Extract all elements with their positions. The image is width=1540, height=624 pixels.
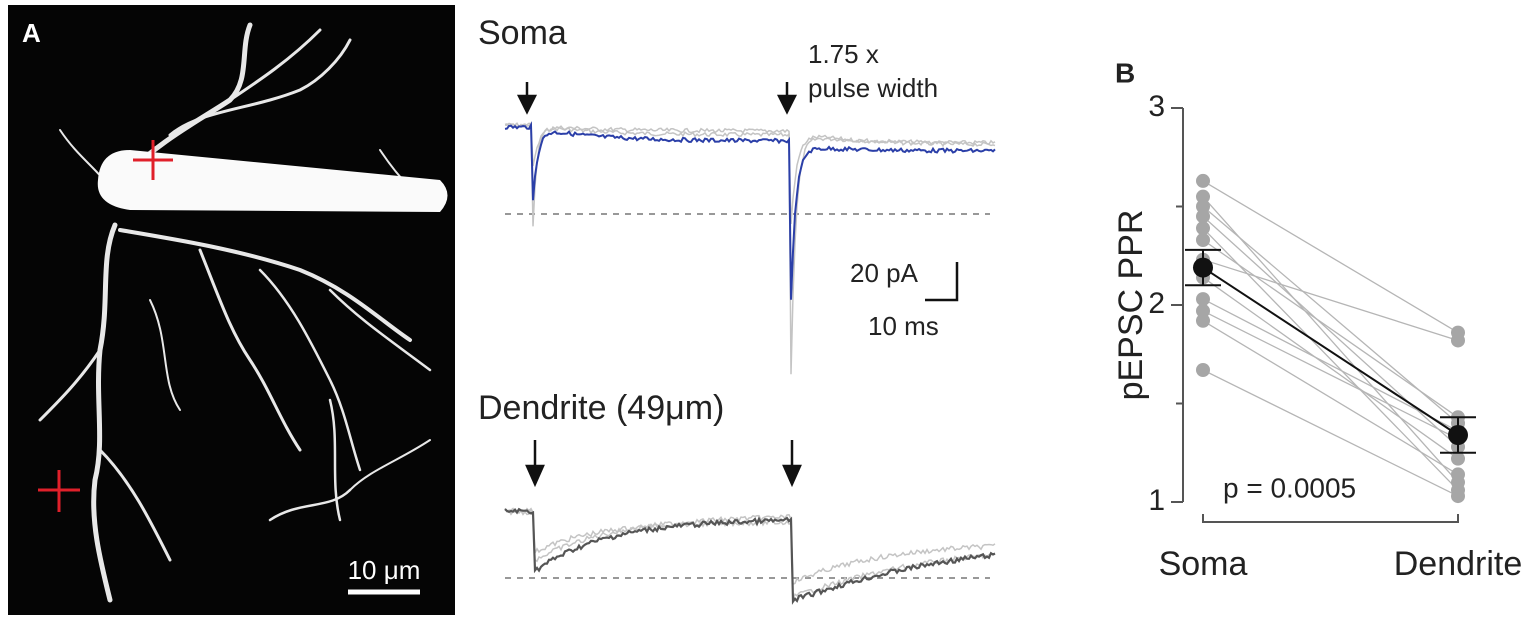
pair-line — [1202, 320, 1459, 475]
pair-line — [1202, 215, 1459, 448]
pair-line — [1202, 298, 1459, 432]
data-point — [1196, 221, 1210, 236]
micrograph — [8, 5, 455, 615]
data-point — [1196, 292, 1210, 307]
data-point — [1451, 467, 1465, 482]
mean-point — [1448, 425, 1468, 446]
y-tick-label: 2 — [1148, 287, 1165, 320]
annotation: p = 0.0005 — [1223, 472, 1356, 503]
pair-line — [1202, 276, 1459, 460]
data-point — [1451, 489, 1465, 504]
trace — [504, 507, 996, 605]
data-point — [1196, 313, 1210, 328]
panel-label: B — [1115, 57, 1135, 88]
scale-bar-label: 10 μm — [348, 555, 421, 585]
x-axis — [1202, 514, 1459, 523]
data-point — [1196, 232, 1210, 247]
trace-label: Dendrite (49μm) — [478, 389, 724, 427]
pair-line — [1202, 196, 1459, 483]
y-tick-label: 3 — [1148, 90, 1165, 123]
trace — [504, 121, 996, 300]
panel-label: A — [22, 18, 41, 48]
y-axis-label: pEPSC PPR — [1112, 210, 1150, 401]
data-point — [1196, 363, 1210, 378]
pair-line — [1202, 369, 1459, 497]
data-point — [1196, 209, 1210, 224]
data-point — [1196, 189, 1210, 204]
pair-line — [1202, 180, 1459, 334]
annotation: pulse width — [808, 73, 938, 103]
data-point — [1196, 303, 1210, 318]
y-tick-label: 1 — [1148, 484, 1165, 517]
x-tick-label: Dendrite — [1394, 545, 1523, 583]
x-tick-label: Soma — [1159, 545, 1248, 583]
trace-label: Soma — [478, 14, 567, 52]
mean-point — [1193, 257, 1213, 278]
data-point — [1196, 173, 1210, 188]
trace — [504, 122, 996, 225]
mean-line — [1202, 266, 1459, 436]
annotation: 1.75 x — [808, 39, 879, 69]
traces — [504, 82, 996, 605]
scale-bar-label: 10 ms — [868, 311, 939, 341]
trace — [504, 508, 996, 586]
scale-bar-label: 20 pA — [850, 258, 919, 288]
pair-line — [1202, 259, 1459, 342]
data-point — [1451, 333, 1465, 348]
data-point — [1196, 199, 1210, 214]
data-point — [1451, 451, 1465, 466]
pair-line — [1202, 227, 1459, 491]
pair-line — [1202, 310, 1459, 440]
pair-line — [1202, 239, 1459, 418]
trace — [504, 121, 996, 375]
